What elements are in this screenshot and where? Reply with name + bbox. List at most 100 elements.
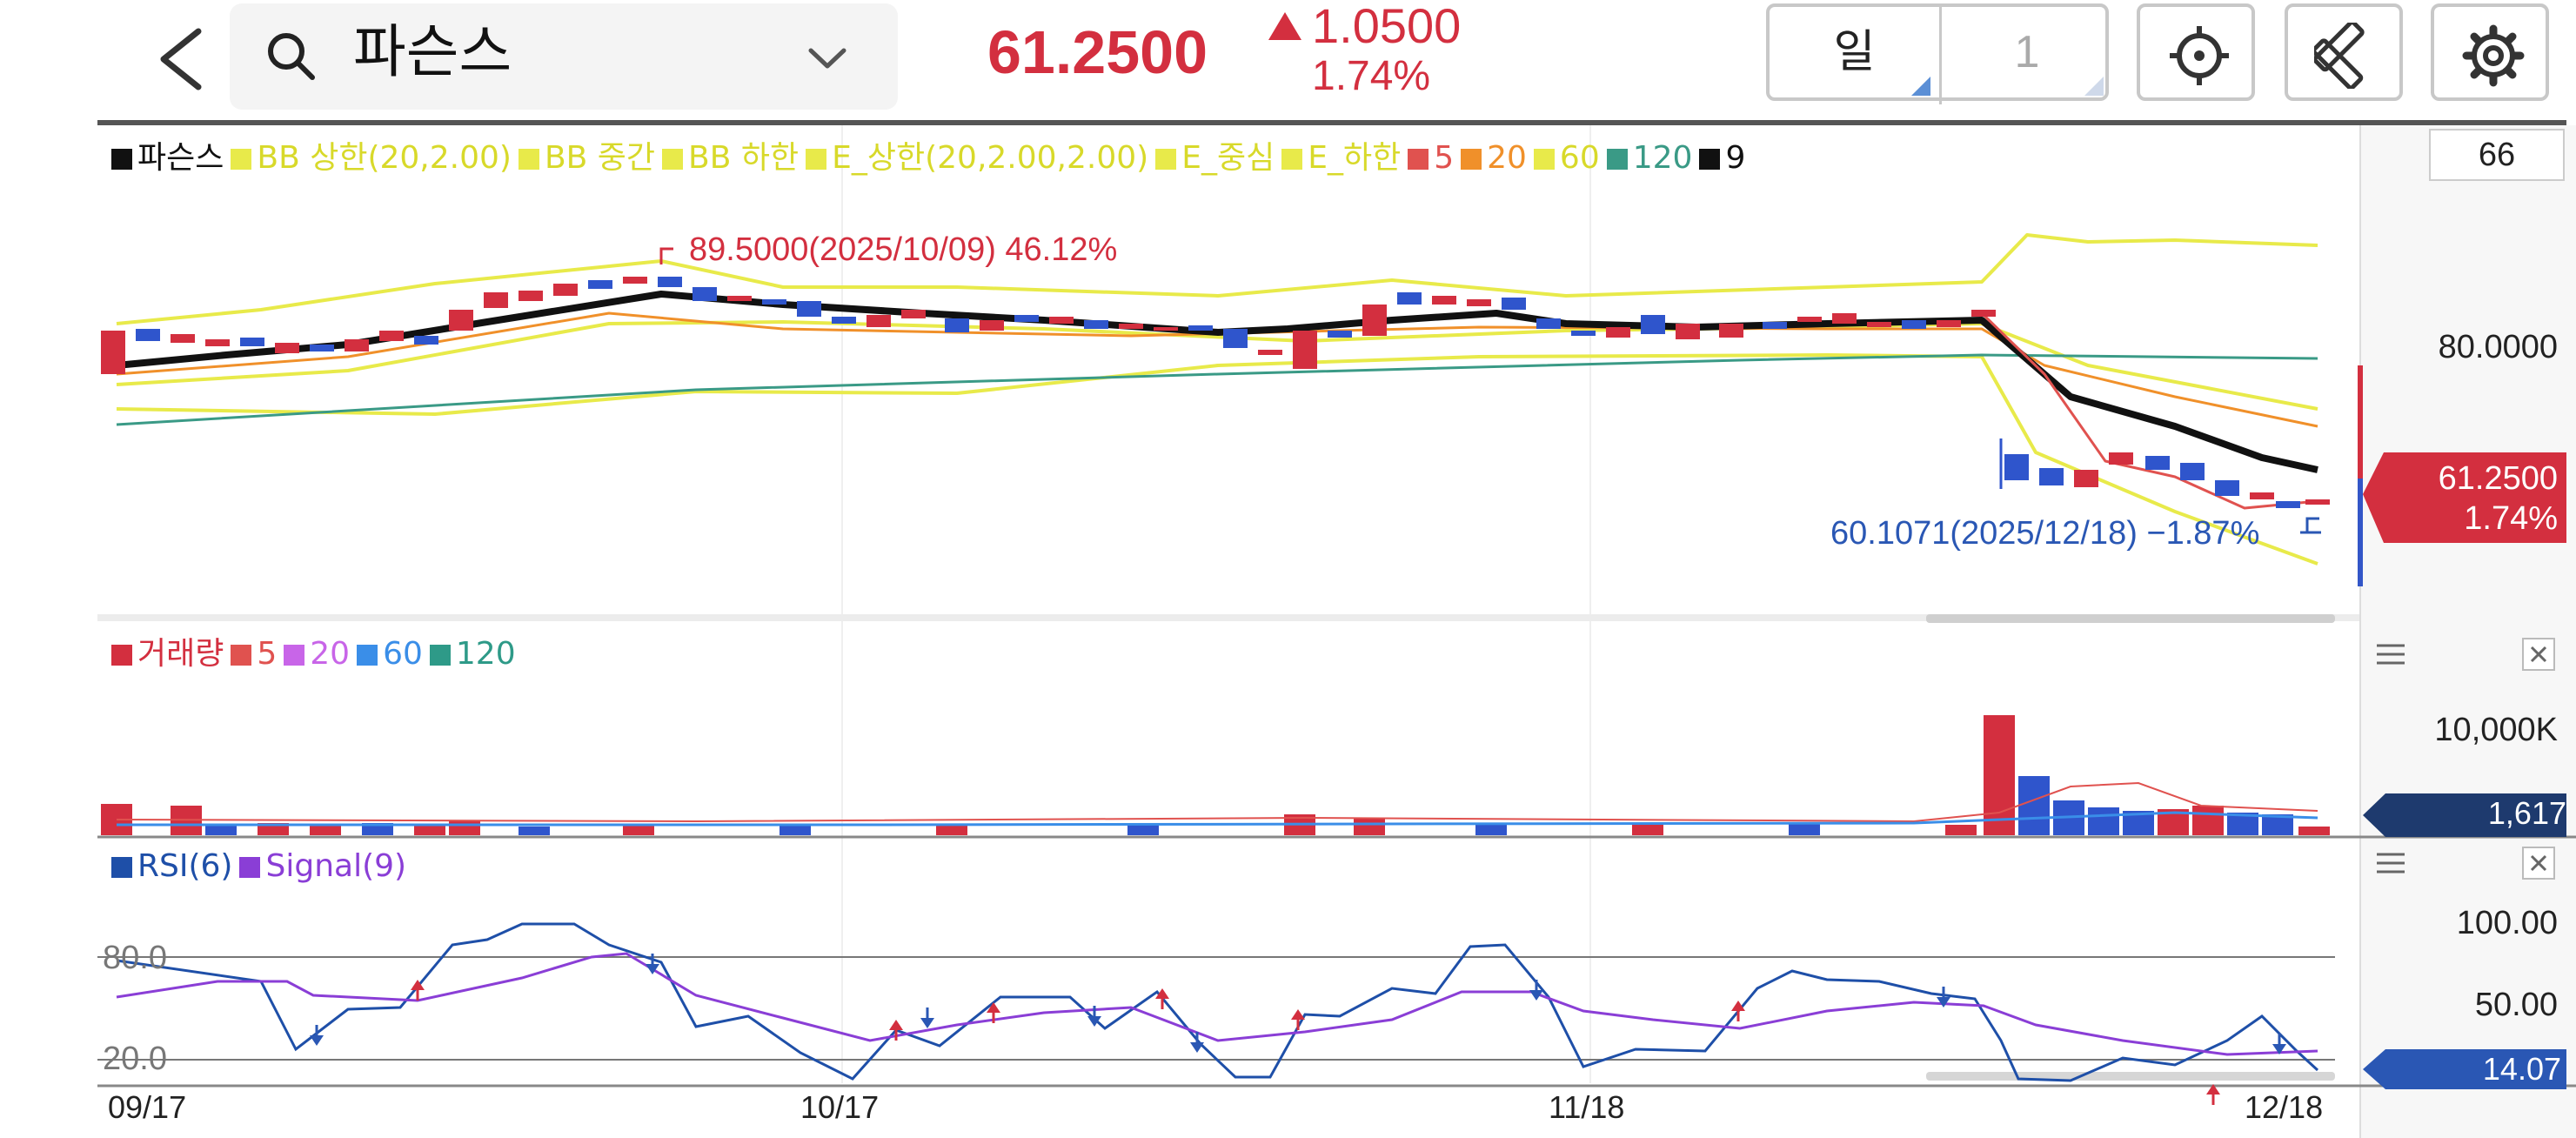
legend-label[interactable]: 20: [1487, 140, 1527, 176]
crosshair-icon: [2170, 26, 2229, 85]
candle: [1763, 322, 1787, 329]
volume-bar: [414, 825, 445, 835]
buy-arrow-icon: [987, 1002, 1000, 1013]
candle: [101, 331, 125, 374]
legend-label[interactable]: 5: [1434, 140, 1455, 176]
period-selector: 일 1: [1766, 3, 2112, 104]
legend-label[interactable]: BB 중간: [544, 140, 656, 176]
candle: [1797, 317, 1822, 322]
candle: [1293, 331, 1317, 369]
volume-bar: [1945, 825, 1977, 835]
legend-label[interactable]: E_중심: [1181, 140, 1275, 176]
settings-button[interactable]: [2431, 3, 2549, 101]
legend-swatch: [1408, 149, 1429, 170]
current-price-tag: [2363, 452, 2566, 543]
period-unit-button[interactable]: 일: [1770, 7, 1942, 104]
candle: [414, 336, 438, 345]
ma120-line: [116, 353, 2318, 426]
up-arrow-icon: [1268, 12, 1301, 40]
close-icon[interactable]: [2521, 846, 2556, 880]
hamburger-icon[interactable]: [2373, 846, 2408, 880]
legend-swatch: [284, 645, 305, 666]
candle: [2145, 456, 2170, 470]
candle: [1719, 324, 1743, 338]
price-panel-scrollbar-track: [97, 614, 2359, 621]
candle: [2215, 480, 2239, 496]
candle: [553, 284, 578, 296]
indicator-count-box[interactable]: 66: [2429, 129, 2565, 181]
legend-label[interactable]: Signal(9): [265, 848, 407, 884]
rsi-y-tick-50: 50.00: [2474, 987, 2558, 1023]
sell-arrow-icon: [310, 1035, 324, 1046]
candle: [1258, 350, 1282, 355]
legend-swatch: [231, 149, 252, 170]
price-panel-scrollbar[interactable]: [1926, 614, 2335, 623]
volume-bar: [2088, 807, 2119, 835]
candle: [1937, 320, 1961, 327]
candle: [449, 310, 473, 331]
ma20-line: [116, 311, 2318, 428]
period-count-button[interactable]: 1: [1942, 7, 2112, 104]
legend-label[interactable]: 9: [1725, 140, 1746, 176]
legend-swatch: [231, 645, 252, 666]
period-unit-label: 일: [1833, 26, 1876, 78]
stock-name: 파슨스: [353, 18, 512, 85]
sell-arrow-icon: [2272, 1044, 2286, 1054]
candle: [588, 280, 612, 289]
legend-label[interactable]: 거래량: [137, 636, 224, 672]
legend-label[interactable]: BB 하한: [688, 140, 800, 176]
right-axis-background: [2360, 125, 2576, 1138]
candle: [2276, 501, 2300, 508]
candle: [171, 334, 195, 343]
volume-bar: [1127, 825, 1159, 835]
candle: [2305, 499, 2330, 505]
legend-swatch: [239, 857, 261, 878]
stock-search-box[interactable]: 파슨스: [230, 3, 898, 110]
header-divider: [97, 120, 2566, 125]
low-annotation-marker-icon: [2305, 517, 2319, 532]
legend-label[interactable]: E_하한: [1308, 140, 1402, 176]
close-icon[interactable]: [2521, 637, 2556, 672]
candle: [2250, 492, 2274, 499]
legend-label[interactable]: BB 상한(20,2.00): [257, 140, 512, 176]
candle: [1119, 324, 1143, 329]
drawing-tools-button[interactable]: [2285, 3, 2403, 101]
legend-label[interactable]: E_상한(20,2.00,2.00): [832, 140, 1149, 176]
legend-label[interactable]: 20: [310, 636, 351, 672]
hamburger-icon[interactable]: [2373, 637, 2408, 672]
current-rsi-tag-value: 14.07: [2482, 1051, 2561, 1087]
legend-label[interactable]: 120: [1632, 140, 1693, 176]
legend-label[interactable]: 60: [1559, 140, 1600, 176]
candle: [980, 320, 1004, 331]
rsi-level-80-label: 80.0: [103, 940, 167, 976]
candle: [1467, 299, 1491, 306]
candle: [1362, 305, 1387, 336]
legend-label[interactable]: 파슨스: [137, 140, 224, 176]
volume-y-tick: 10,000K: [2434, 712, 2558, 748]
buy-arrow-icon: [411, 980, 425, 990]
legend-label[interactable]: 5: [257, 636, 278, 672]
buy-arrow-icon: [1155, 988, 1169, 999]
buy-arrow-icon: [1731, 1001, 1745, 1011]
legend-label[interactable]: 60: [383, 636, 423, 672]
volume-ma5-line: [116, 781, 2318, 823]
candle: [519, 291, 543, 301]
volume-bar: [1475, 823, 1507, 835]
crosshair-button[interactable]: [2137, 3, 2255, 101]
volume-bar: [519, 827, 550, 835]
ema9-line: [116, 291, 2318, 473]
legend-label[interactable]: 120: [455, 636, 516, 672]
volume-bar: [623, 825, 654, 835]
x-axis-date: 11/18: [1549, 1089, 1625, 1125]
rsi-panel-scrollbar[interactable]: [1926, 1072, 2335, 1081]
price-legend: 파슨스 BB 상한(20,2.00) BB 중간 BB 하한 E_상한(20,2.00,…: [104, 139, 1745, 177]
x-axis-date: 10/17: [800, 1089, 880, 1125]
candle: [1014, 315, 1039, 322]
legend-label[interactable]: RSI(6): [137, 848, 233, 884]
chevron-down-icon[interactable]: [804, 35, 851, 82]
volume-bar: [205, 825, 237, 835]
legend-swatch: [111, 645, 132, 666]
back-button[interactable]: [148, 17, 217, 101]
candlesticks: [101, 277, 2330, 508]
